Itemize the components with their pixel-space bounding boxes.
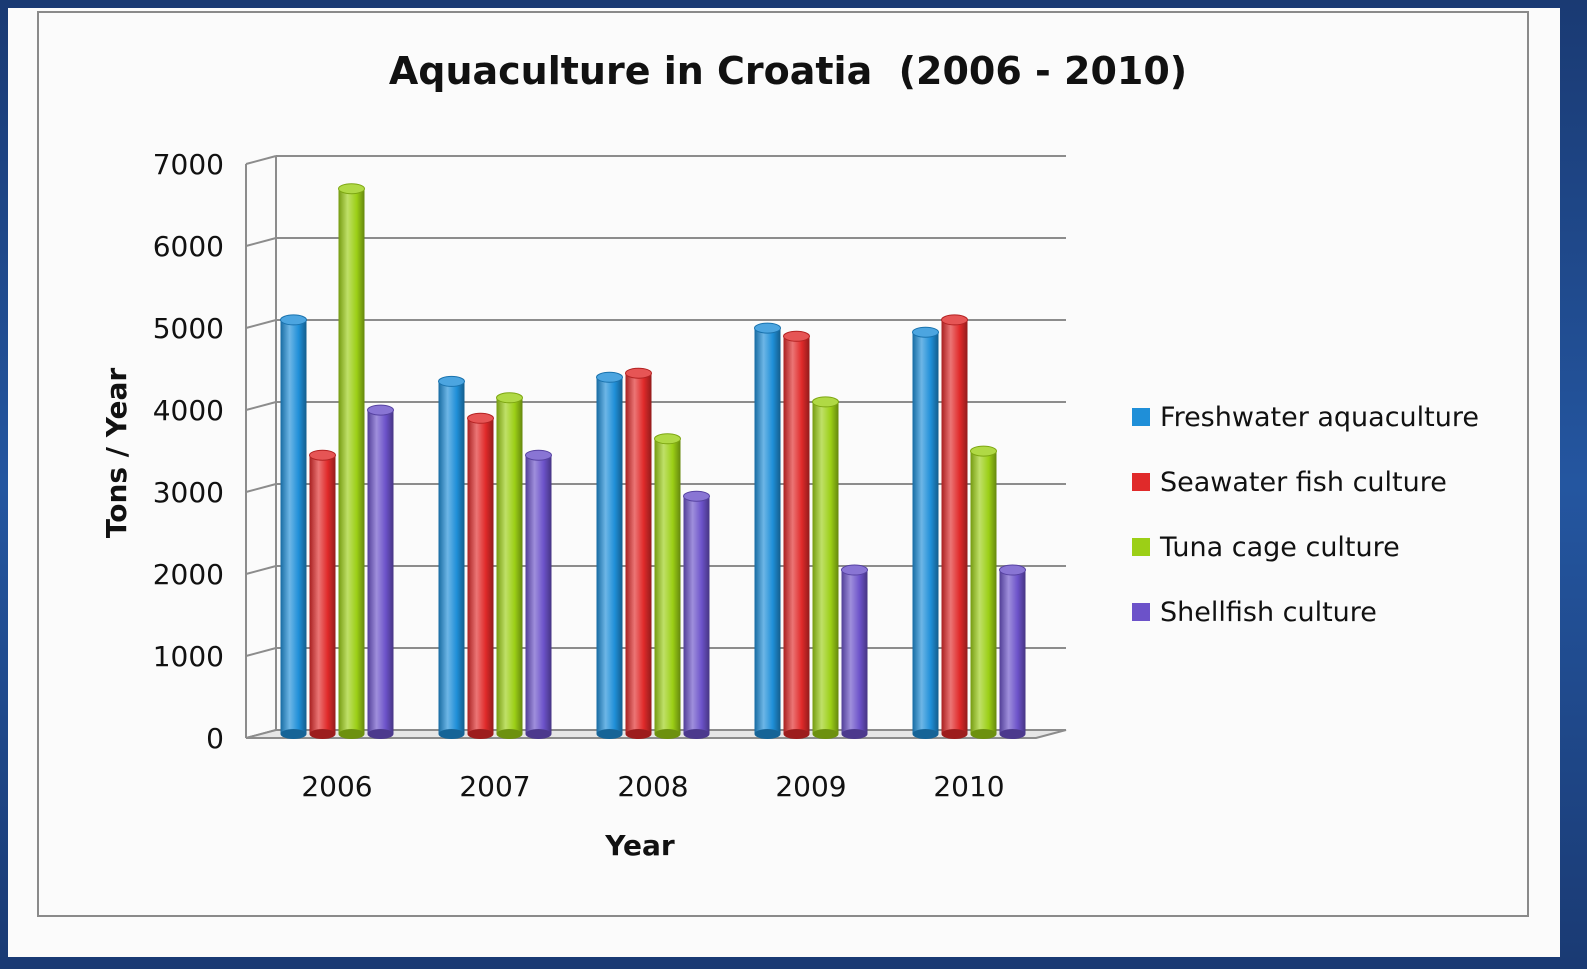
bar — [841, 564, 868, 739]
x-tick-label: 2008 — [617, 770, 688, 803]
bar — [754, 322, 781, 739]
bar — [280, 314, 307, 739]
x-tick-label: 2010 — [933, 770, 1004, 803]
legend-swatch — [1132, 538, 1150, 556]
bar — [783, 330, 810, 739]
bar — [338, 183, 365, 739]
bar — [367, 404, 394, 739]
y-axis-ticks: 0 1000 2000 3000 4000 5000 6000 7000 — [153, 148, 224, 755]
bar — [467, 412, 494, 739]
y-tick-label: 4000 — [153, 394, 224, 427]
gridline-side — [245, 483, 277, 493]
x-axis-ticks: 2006 2007 2008 2009 2010 — [301, 770, 1004, 803]
legend: Freshwater aquaculture Seawater fish cult… — [1132, 402, 1479, 628]
legend-swatch — [1132, 408, 1150, 426]
bar — [683, 490, 710, 739]
bar — [999, 564, 1026, 739]
bar — [941, 314, 968, 739]
chart-title: Aquaculture in Croatia (2006 - 2010) — [389, 49, 1187, 93]
bar — [625, 367, 652, 739]
bar — [309, 449, 336, 739]
bar — [970, 445, 997, 739]
y-tick-label: 6000 — [153, 230, 224, 263]
legend-swatch — [1132, 603, 1150, 621]
y-tick-label: 2000 — [153, 558, 224, 591]
gridline-side — [245, 155, 277, 165]
x-tick-label: 2007 — [459, 770, 530, 803]
x-tick-label: 2009 — [775, 770, 846, 803]
y-tick-label: 7000 — [153, 148, 224, 181]
bar — [654, 433, 681, 739]
bars — [280, 183, 1026, 739]
y-tick-label: 5000 — [153, 312, 224, 345]
bar — [525, 449, 552, 739]
y-tick-label: 3000 — [153, 476, 224, 509]
gridline-side — [245, 319, 277, 329]
y-tick-label: 1000 — [153, 640, 224, 673]
y-axis-label: Tons / Year — [100, 368, 133, 539]
bar — [438, 375, 465, 739]
gridline-side — [245, 401, 277, 411]
gridline-side — [245, 647, 277, 657]
legend-label: Shellfish culture — [1160, 597, 1377, 628]
gridline-side — [245, 565, 277, 575]
legend-label: Seawater fish culture — [1160, 467, 1447, 498]
x-axis-label: Year — [604, 829, 675, 862]
legend-swatch — [1132, 473, 1150, 491]
bar-chart: Aquaculture in Croatia (2006 - 2010) 0 10… — [37, 11, 1529, 917]
bar — [912, 326, 939, 739]
x-tick-label: 2006 — [301, 770, 372, 803]
bar — [496, 392, 523, 739]
legend-label: Freshwater aquaculture — [1160, 402, 1479, 433]
chart-frame — [37, 11, 1529, 917]
gridline-side — [245, 237, 277, 247]
legend-label: Tuna cage culture — [1159, 532, 1400, 563]
y-tick-label: 0 — [206, 722, 224, 755]
chart-page: Aquaculture in Croatia (2006 - 2010) 0 10… — [8, 8, 1560, 957]
bar — [596, 371, 623, 739]
bar — [812, 396, 839, 739]
